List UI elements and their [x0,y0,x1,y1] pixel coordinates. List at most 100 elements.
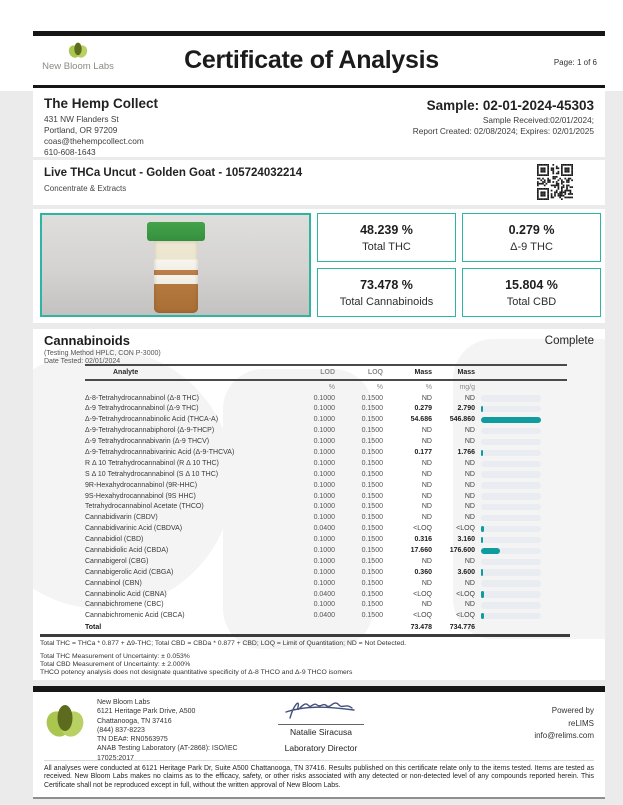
lod-value: 0.1000 [313,416,335,424]
mass-bar-fill [481,525,484,533]
cannabinoids-section: Cannabinoids Complete (Testing Method HP… [33,329,605,680]
mass-pct-value: ND [421,481,432,489]
mass-mgg-value: ND [464,438,475,446]
analyte-name: R Δ 10 Tetrahydrocannabinol (R Δ 10 THC) [85,459,219,467]
mass-bar [481,416,541,424]
mass-bar [481,482,541,489]
mass-mgg-value: <LOQ [456,612,475,620]
mass-pct-value: ND [421,427,432,435]
mass-pct-value: 17.660 [410,546,432,554]
analyte-name: Cannabidiolic Acid (CBDA) [85,546,169,554]
loq-value: 0.1500 [361,557,383,565]
analyte-name: 9R-Hexahydrocannabinol (9R-HHC) [85,481,198,489]
loq-value: 0.1500 [361,601,383,609]
powered-by-block: Powered by reLIMS info@relims.com [534,705,594,743]
loq-value: 0.1500 [361,470,383,478]
analyte-name: Cannabidivarinic Acid (CBDVA) [85,525,183,533]
loq-value: 0.1500 [361,568,383,576]
header [0,0,623,91]
lab-address-line: New Bloom Labs [97,699,150,706]
lod-value: 0.1000 [313,579,335,587]
analyte-row: Cannabidiolic Acid (CBDA) 0.1000 0.1500 17.… [85,545,567,556]
analyte-rows: Δ-8-Tetrahydrocannabinol (Δ-8 THC) 0.1000… [85,393,567,622]
summary-box: 15.804 % Total CBD [462,268,601,317]
mass-bar [481,471,541,478]
mass-bar [481,569,541,576]
lims-name: reLIMS [568,718,594,728]
client-line: 431 NW Flanders St [44,114,119,124]
lod-value: 0.0400 [313,525,335,533]
mass-bar [481,504,541,511]
loq-value: 0.1500 [361,416,383,424]
mass-bar-fill [481,536,483,544]
unit-lod: % [328,383,335,391]
loq-value: 0.1500 [361,503,383,511]
lod-value: 0.1000 [313,546,335,554]
client-line: Portland, OR 97209 [44,125,118,135]
analyte-row: Cannabidiol (CBD) 0.1000 0.1500 0.316 3.160 [85,535,567,546]
mass-pct-value: ND [421,394,432,402]
analyte-row: 9S-Hexahydrocannabinol (9S HHC) 0.1000 0.1… [85,491,567,502]
summary-label: Total CBD [506,295,557,308]
footer-rule [33,686,605,692]
analyte-row: Tetrahydrocannabinol Acetate (THCO) 0.100… [85,502,567,513]
lab-name: New Bloom Labs [42,61,114,72]
mass-pct-value: ND [421,470,432,478]
analyte-row: Cannabidivarinic Acid (CBDVA) 0.0400 0.150… [85,524,567,535]
mass-bar [481,449,541,457]
client-name: The Hemp Collect [44,96,159,111]
mass-bar [481,591,541,598]
loq-value: 0.1500 [361,546,383,554]
col-mass-mgg: Mass [457,368,475,376]
loq-value: 0.1500 [361,448,383,456]
analyte-row: R Δ 10 Tetrahydrocannabinol (R Δ 10 THC)… [85,458,567,469]
mass-mgg-value: <LOQ [456,525,475,533]
product-name: Live THCa Uncut - Golden Goat - 10572403… [44,167,303,179]
lab-address-line: Chattanooga, TN 37416 [97,717,172,725]
col-lod: LOD [320,368,335,376]
analyte-row: Cannabichromenic Acid (CBCA) 0.0400 0.1500… [85,611,567,622]
mass-mgg-value: 3.160 [457,536,475,544]
sample-line: Report Created: 02/08/2024; Expires: 02/… [412,126,594,136]
lod-value: 0.1000 [313,427,335,435]
total-row: Total 73.478 734.776 [85,622,567,633]
analyte-name: Cannabichromene (CBC) [85,601,164,609]
signature-block: Natalie Siracusa Laboratory Director [251,696,391,753]
signature-icon [285,702,355,719]
table-rule-header [85,379,567,381]
summary-grid: 48.239 % Total THC 0.279 % Δ-9 THC 73.478 % T… [317,213,601,317]
cannabinoids-title: Cannabinoids [44,333,130,348]
footnote-line: Total CBD Measurement of Uncertainty: ± … [40,661,191,668]
bloom-logo-icon [46,705,84,737]
sample-line: Sample Received:02/01/2024; [482,115,594,125]
analyte-row: Δ-9-Tetrahydrocannabiphorol (Δ-9-THCP) 0.… [85,426,567,437]
lab-address-line: 6121 Heritage Park Drive, A500 [97,708,196,716]
bottom-rule [33,797,605,799]
mass-mgg-value: ND [464,394,475,402]
lod-value: 0.1000 [313,492,335,500]
sample-lines: Sample Received:02/01/2024; Report Create… [413,115,594,137]
summary-box: 73.478 % Total Cannabinoids [317,268,456,317]
loq-value: 0.1500 [361,405,383,413]
mass-bar [481,613,541,620]
lab-logo: New Bloom Labs [38,40,118,72]
mass-bar-fill [481,416,541,424]
mass-mgg-value: ND [464,470,475,478]
mass-mgg-value: <LOQ [456,590,475,598]
lod-value: 0.1000 [313,601,335,609]
lod-value: 0.0400 [313,590,335,598]
mass-pct-value: 0.316 [414,536,432,544]
lod-value: 0.1000 [313,405,335,413]
summary-box: 0.279 % Δ-9 THC [462,213,601,262]
top-rule [33,31,605,36]
loq-value: 0.1500 [361,438,383,446]
analyte-row: Δ-9-Tetrahydrocannabinolic Acid (THCA-A)… [85,415,567,426]
mass-mgg-value: 1.766 [457,448,475,456]
loq-value: 0.1500 [361,427,383,435]
mass-pct-value: <LOQ [413,612,432,620]
mass-pct-value: ND [421,601,432,609]
analyte-name: Cannabinolic Acid (CBNA) [85,590,167,598]
watermark-circle [223,369,373,649]
lims-email: info@relims.com [534,731,594,740]
mass-bar [481,427,541,435]
